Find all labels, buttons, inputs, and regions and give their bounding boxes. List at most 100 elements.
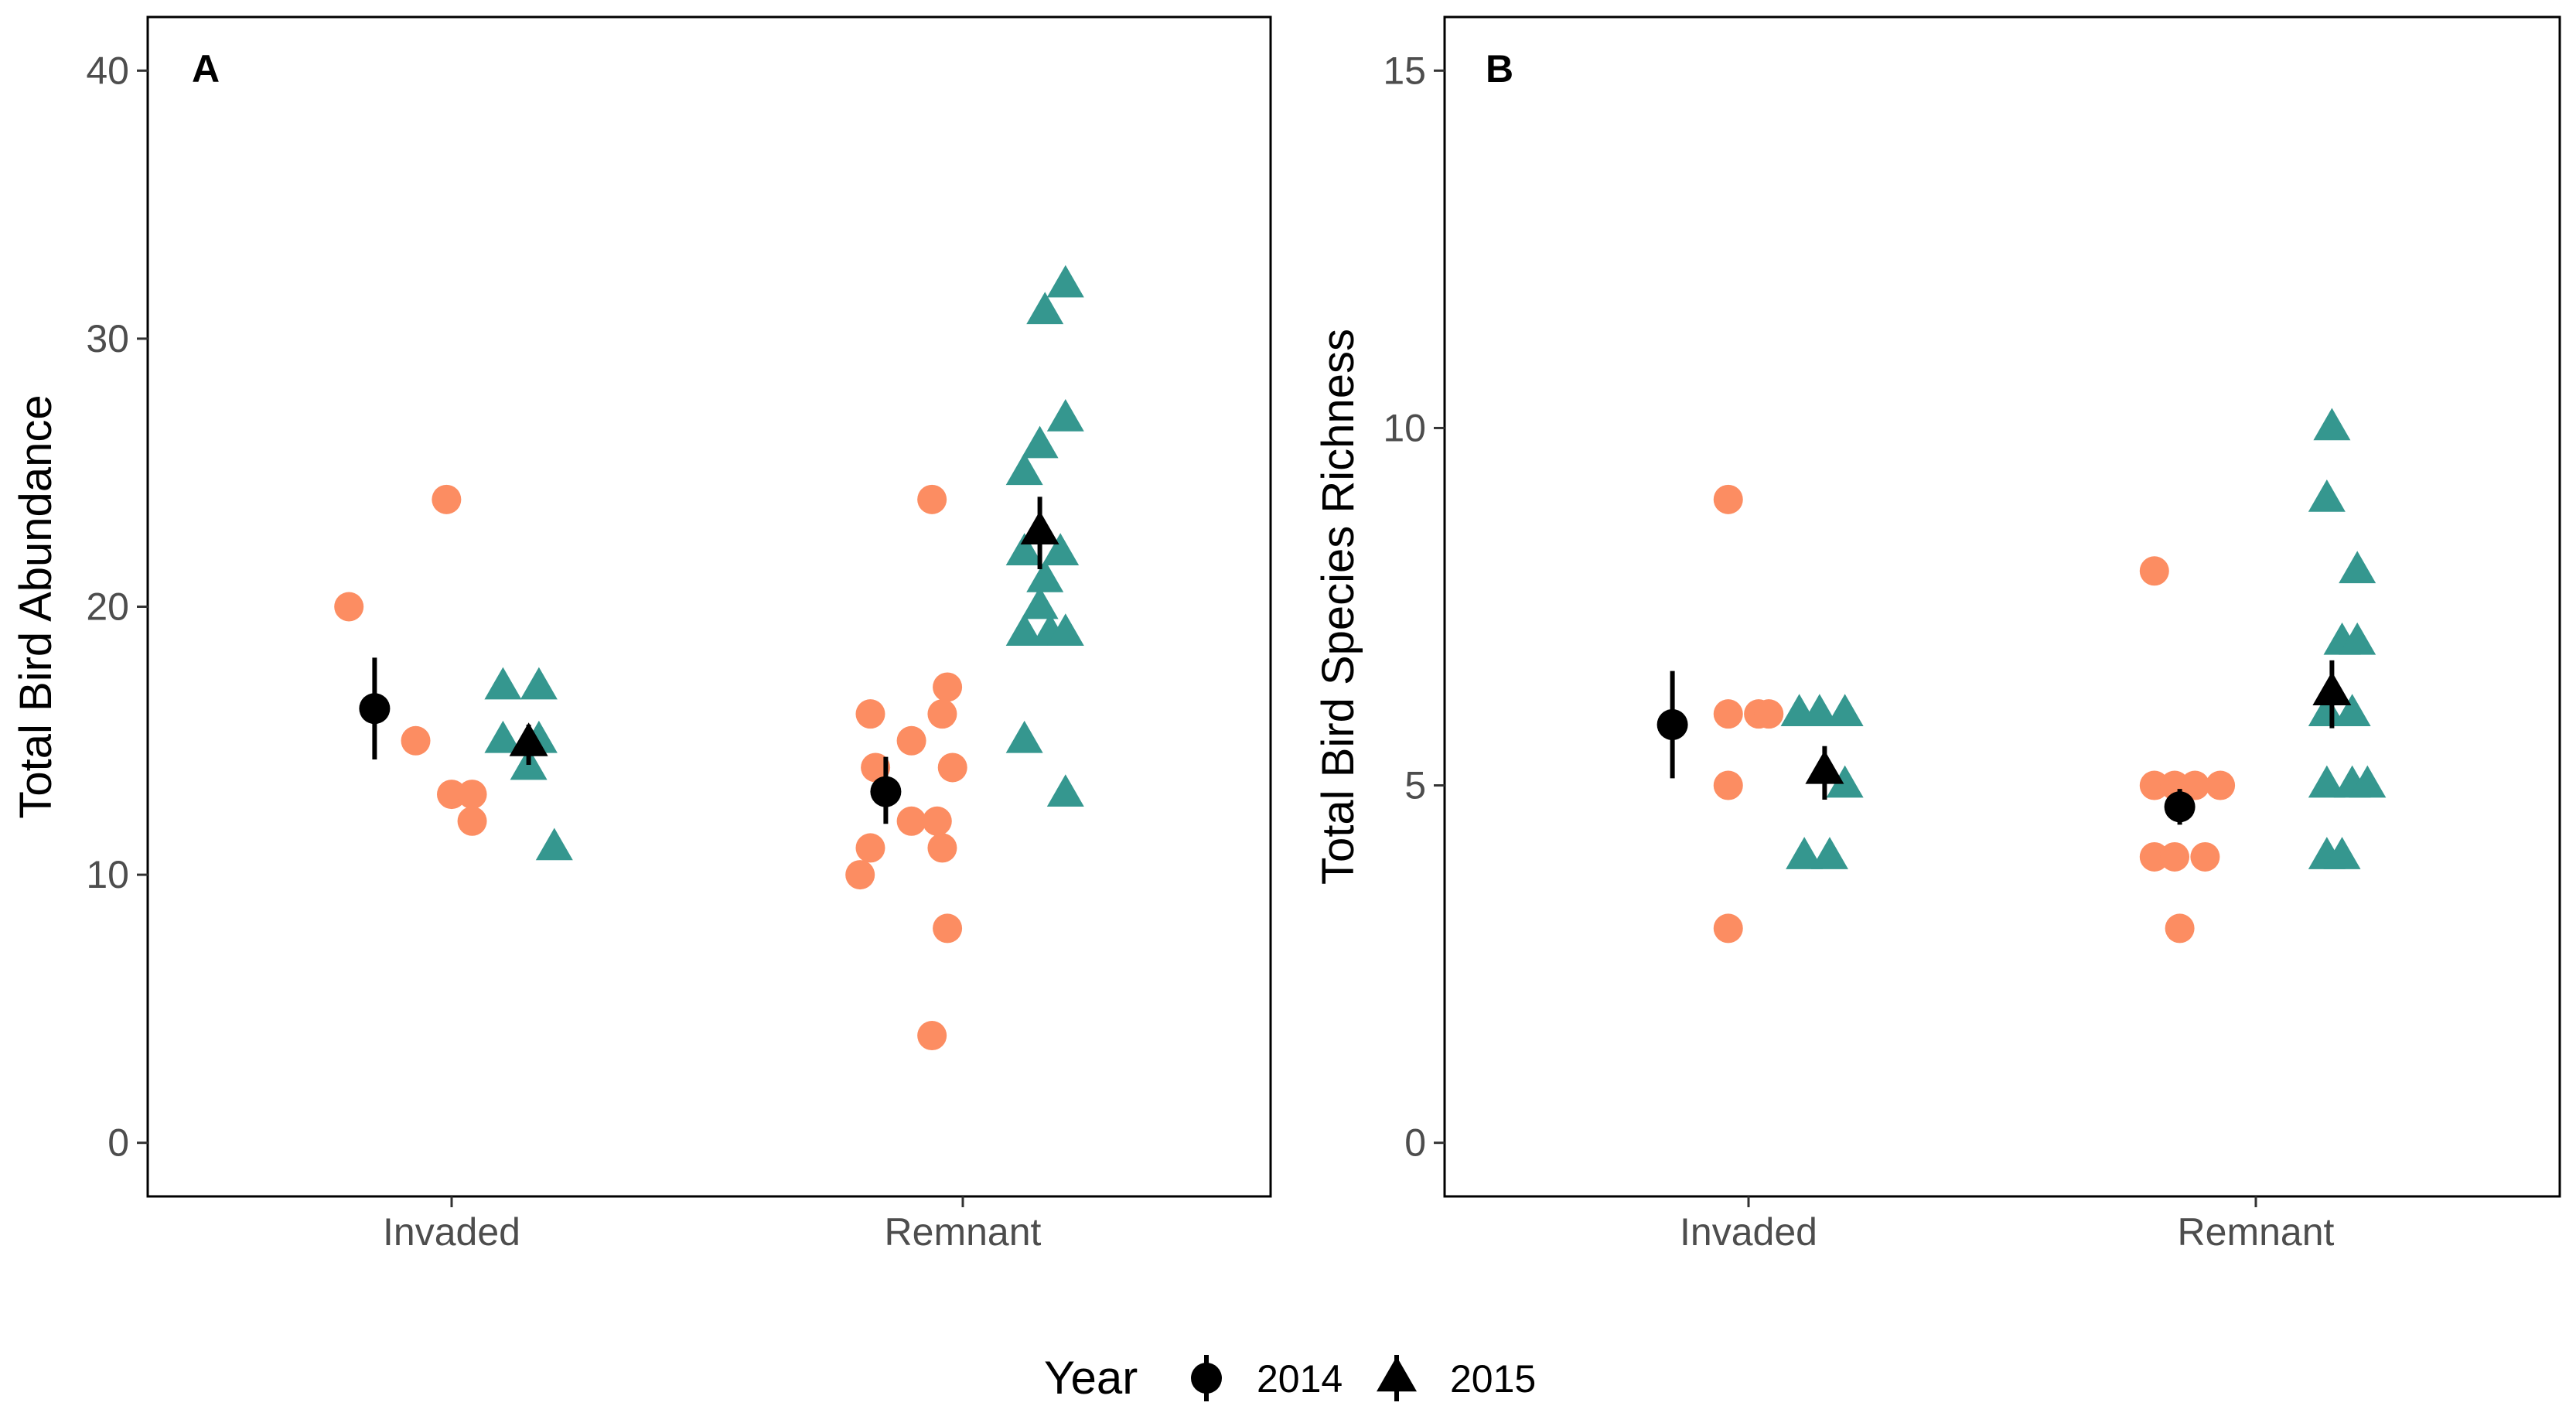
point-2015 <box>2313 408 2351 441</box>
y-tick-label: 20 <box>86 585 129 629</box>
point-2014 <box>2165 913 2195 944</box>
point-2015 <box>1021 425 1059 459</box>
point-2014 <box>896 725 926 756</box>
point-2014 <box>2206 770 2236 800</box>
point-2014 <box>1713 484 1743 514</box>
panel-a: 0 10 20 30 40 Invaded Remnant Total Bird Abunda… <box>11 15 1272 1254</box>
legend-key-triangle <box>1377 1356 1417 1392</box>
point-2015 <box>484 720 522 753</box>
y-tick-label: 10 <box>1383 406 1426 449</box>
plot-panel <box>146 15 1272 1198</box>
point-2014 <box>855 699 885 729</box>
mean-marker-2015 <box>2312 671 2352 705</box>
panel-tag: B <box>1486 47 1513 90</box>
point-2015 <box>1046 613 1084 647</box>
x-tick-label: Remnant <box>2178 1210 2335 1254</box>
legend: Year 2014 2015 <box>1044 1352 1536 1404</box>
mean-marker-2015 <box>509 722 548 756</box>
x-tick-label: Invaded <box>383 1210 520 1254</box>
point-2015 <box>1800 694 1838 727</box>
point-2015 <box>1026 292 1064 325</box>
mean-marker-2014 <box>870 776 902 807</box>
point-2014 <box>917 1021 947 1051</box>
point-2014 <box>2160 841 2190 872</box>
point-2014 <box>845 860 875 890</box>
mean-marker-2015 <box>1805 750 1844 784</box>
y-tick-label: 40 <box>86 49 129 92</box>
point-2015 <box>1026 559 1064 592</box>
point-2014 <box>922 806 952 836</box>
point-2014 <box>855 833 885 863</box>
point-2014 <box>432 484 462 514</box>
point-2014 <box>457 806 487 836</box>
point-2014 <box>1713 913 1743 944</box>
x-tick-label: Remnant <box>885 1210 1042 1254</box>
point-2015 <box>2323 837 2361 869</box>
point-2015 <box>1042 533 1080 566</box>
mean-marker-2014 <box>2164 791 2196 823</box>
point-2015 <box>535 828 573 861</box>
y-axis-title: Total Bird Abundance <box>11 394 61 818</box>
y-tick-label: 15 <box>1383 49 1426 92</box>
point-2014 <box>917 484 947 514</box>
point-2015 <box>2308 765 2346 798</box>
point-2014 <box>2139 556 2169 586</box>
legend-key-2014 <box>1191 1355 1222 1401</box>
point-2015 <box>1786 837 1824 869</box>
point-2014 <box>401 725 431 756</box>
point-2015 <box>1046 398 1084 432</box>
point-2015 <box>1826 694 1864 727</box>
legend-key-2015 <box>1377 1355 1417 1401</box>
point-2015 <box>2339 622 2376 655</box>
legend-label-2015: 2015 <box>1450 1357 1536 1401</box>
point-2015 <box>520 667 558 700</box>
panel-b: 0 5 10 15 Invaded Remnant Total Bird Species R… <box>1313 15 2561 1254</box>
point-2014 <box>2139 770 2169 800</box>
point-2014 <box>927 699 957 729</box>
legend-key-circle <box>1191 1363 1222 1394</box>
point-2015 <box>2333 694 2371 727</box>
y-tick-label: 30 <box>86 317 129 360</box>
point-2014 <box>334 592 364 622</box>
point-2015 <box>1005 452 1043 486</box>
point-2014 <box>861 752 891 783</box>
x-tick-label: Invaded <box>1680 1210 1817 1254</box>
point-2014 <box>1713 770 1743 800</box>
y-tick-label: 0 <box>1404 1121 1426 1165</box>
point-2015 <box>1005 533 1043 566</box>
point-2014 <box>933 672 963 702</box>
point-2014 <box>2180 770 2210 800</box>
mean-marker-2014 <box>359 693 391 725</box>
point-2015 <box>2308 694 2346 727</box>
legend-label-2014: 2014 <box>1257 1357 1343 1401</box>
point-2015 <box>1826 765 1864 798</box>
y-axis-title: Total Bird Species Richness <box>1313 329 1363 885</box>
point-2015 <box>1046 264 1084 298</box>
point-2015 <box>2339 551 2376 584</box>
point-2014 <box>1754 699 1784 729</box>
mean-marker-2014 <box>1656 709 1688 740</box>
plot-panel <box>1443 15 2561 1198</box>
y-tick-label: 5 <box>1404 764 1426 807</box>
point-2015 <box>2308 479 2346 512</box>
point-2015 <box>1021 586 1059 619</box>
legend-title: Year <box>1044 1352 1138 1404</box>
mean-marker-2015 <box>1020 510 1059 544</box>
y-tick-label: 10 <box>86 853 129 896</box>
point-2014 <box>896 806 926 836</box>
point-2015 <box>1046 774 1084 807</box>
panel-tag: A <box>192 47 220 90</box>
point-2014 <box>937 752 967 783</box>
point-2014 <box>2139 841 2169 872</box>
point-2015 <box>2349 765 2387 798</box>
point-2015 <box>484 667 522 700</box>
y-tick-label: 0 <box>107 1121 129 1165</box>
point-2014 <box>933 913 963 944</box>
point-2014 <box>457 780 487 810</box>
point-2015 <box>1005 720 1043 753</box>
point-2014 <box>2190 841 2220 872</box>
point-2015 <box>1810 837 1848 869</box>
point-2014 <box>437 780 466 810</box>
point-2014 <box>1713 699 1743 729</box>
